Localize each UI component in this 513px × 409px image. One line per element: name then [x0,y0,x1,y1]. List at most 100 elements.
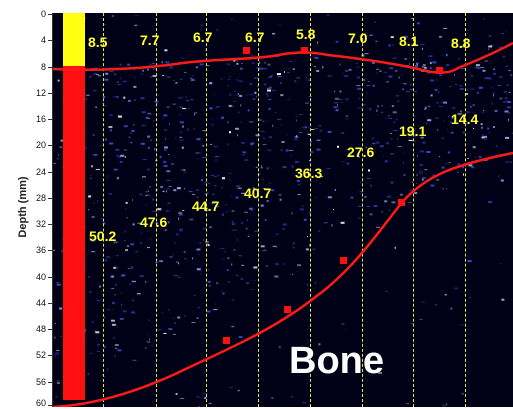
speckle-dot [494,109,498,112]
speckle-dot [272,33,276,35]
speckle-dot [267,63,271,66]
speckle-dot [184,258,187,260]
speckle-dot [205,243,209,245]
speckle-dot [55,352,60,355]
speckle-dot [442,137,444,140]
speckle-dot [104,152,106,155]
speckle-dot [327,130,332,133]
speckle-dot [181,96,184,99]
speckle-dot [173,189,177,192]
speckle-dot [189,218,194,221]
speckle-dot [303,218,307,221]
speckle-dot [289,150,294,151]
speckle-dot [103,95,106,98]
speckle-dot [371,61,375,64]
y-axis-line [52,13,53,407]
y-tick: 4 [40,35,46,45]
speckle-dot [260,167,263,169]
speckle-dot [430,79,434,82]
speckle-dot [90,174,92,176]
speckle-dot [427,119,432,122]
speckle-dot [322,66,324,69]
speckle-dot [226,63,231,66]
speckle-dot [341,323,345,325]
speckle-dot [500,179,504,182]
y-tick-mark [48,250,53,251]
speckle-dot [205,48,207,51]
speckle-dot [503,91,507,93]
speckle-dot [160,186,164,188]
speckle-dot [358,97,360,100]
speckle-dot [376,109,378,112]
speckle-dot [123,231,126,233]
speckle-dot [488,201,493,204]
speckle-dot [317,41,318,44]
speckle-dot [466,111,470,114]
speckle-dot [323,222,328,224]
speckle-dot [206,65,210,67]
speckle-dot [414,139,416,142]
speckle-dot [179,228,183,231]
speckle-dot [297,264,301,267]
y-tick: 36 [35,245,46,255]
depth-label: 47.6 [140,214,168,230]
speckle-dot [483,135,488,138]
speckle-dot [359,182,362,184]
speckle-dot [196,138,201,141]
speckle-dot [487,77,492,80]
speckle-dot [145,191,148,193]
speckle-dot [150,139,152,141]
speckle-dot [220,247,225,249]
speckle-dot [499,76,503,78]
speckle-dot [427,72,430,74]
speckle-dot [221,116,224,119]
y-tick: 28 [35,193,46,203]
speckle-dot [131,129,135,132]
speckle-dot [430,184,435,187]
speckle-dot [493,68,495,70]
speckle-dot [229,386,233,388]
lower-marker [340,257,347,264]
speckle-dot [452,107,456,110]
speckle-dot [254,91,257,94]
speckle-dot [369,34,373,36]
speckle-dot [213,176,217,177]
speckle-dot [282,223,287,226]
speckle-dot [302,401,307,404]
speckle-dot [148,338,150,341]
speckle-dot [131,311,135,314]
speckle-dot [366,85,371,87]
speckle-dot [222,258,223,260]
speckle-dot [460,45,464,48]
depth-label: 50.2 [89,228,117,244]
speckle-dot [246,228,248,230]
speckle-dot [129,283,132,285]
speckle-dot [202,157,207,158]
speckle-dot [110,276,112,278]
speckle-dot [348,68,352,71]
speckle-dot [231,263,233,266]
y-tick: 32 [35,219,46,229]
speckle-dot [208,182,211,184]
speckle-dot [245,282,249,284]
speckle-dot [436,102,439,104]
speckle-dot [457,113,462,115]
speckle-dot [165,210,170,212]
upper-marker [436,67,443,74]
speckle-dot [58,154,60,156]
y-tick: 56 [35,377,46,387]
speckle-dot [424,108,427,110]
speckle-dot [372,84,375,87]
speckle-dot [168,328,173,331]
speckle-dot [229,179,231,181]
speckle-dot [126,217,128,219]
speckle-dot [108,193,112,195]
speckle-dot [103,24,107,25]
speckle-dot [99,145,104,147]
speckle-dot [284,71,285,73]
speckle-dot [147,135,151,138]
speckle-dot [267,89,271,92]
speckle-dot [119,63,122,66]
speckle-dot [503,101,506,103]
speckle-dot [129,136,131,138]
